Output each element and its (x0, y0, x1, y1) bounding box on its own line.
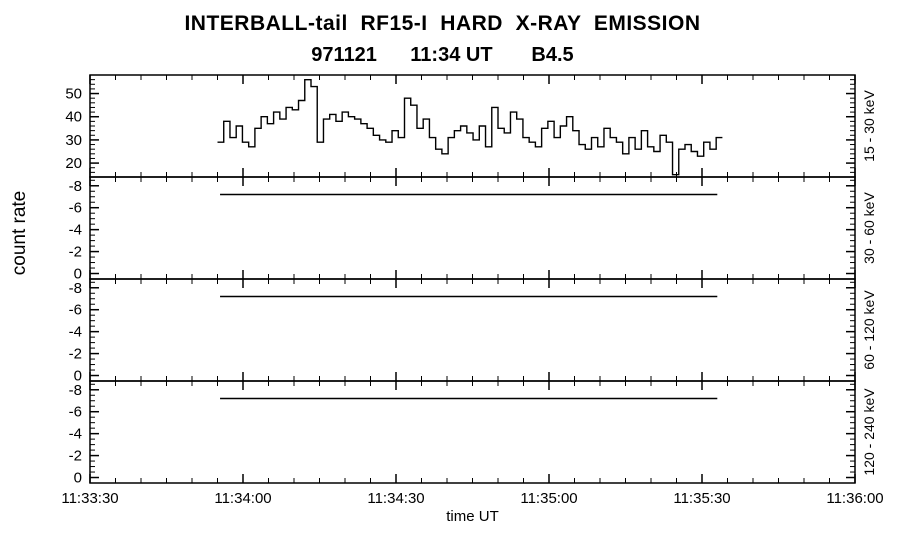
y-tick-label: -2 (69, 448, 82, 465)
y-tick-label: -6 (69, 200, 82, 217)
x-tick-label: 11:35:30 (673, 490, 730, 507)
count-rate-series (217, 78, 723, 176)
panel-4: 0 -2 -4 -6 -8 120 - 240 keV (69, 380, 877, 487)
y-tick-label: 20 (65, 155, 82, 172)
panel-frame (89, 176, 856, 280)
x-axis-label: time UT (446, 508, 499, 525)
panel-frame (89, 278, 856, 382)
x-tick-label: 11:34:30 (367, 490, 424, 507)
x-tick-label: 11:34:00 (214, 490, 271, 507)
y-tick-label: -4 (69, 222, 82, 239)
panel-1: 20 30 40 50 15 - 30 keV (65, 74, 877, 178)
chart-subtitle: 971121 11:34 UT B4.5 (311, 44, 574, 66)
y-tick-label: -8 (69, 178, 82, 195)
energy-band-label: 30 - 60 keV (861, 192, 877, 264)
y-tick-label: 0 (74, 368, 82, 385)
y-tick-label: -6 (69, 302, 82, 319)
y-tick-label: -2 (69, 346, 82, 363)
y-tick-label: -4 (69, 324, 82, 341)
x-tick-label: 11:35:00 (520, 490, 577, 507)
y-tick-label: -4 (69, 426, 82, 443)
y-tick-label: 0 (74, 470, 82, 487)
panel-3: 0 -2 -4 -6 -8 60 - 120 keV (69, 278, 877, 385)
y-tick-label: 0 (74, 266, 82, 283)
x-tick-label: 11:33:30 (61, 490, 118, 507)
chart-title: INTERBALL-tail RF15-I HARD X-RAY EMISSIO… (184, 12, 701, 35)
y-tick-label: -8 (69, 280, 82, 297)
y-tick-label: -2 (69, 244, 82, 261)
x-tick-label: 11:36:00 (826, 490, 883, 507)
y-tick-label: -6 (69, 404, 82, 421)
y-tick-label: -8 (69, 382, 82, 399)
panel-2: 0 -2 -4 -6 -8 30 - 60 keV (69, 176, 877, 283)
y-tick-label: 40 (65, 109, 82, 126)
energy-band-label: 120 - 240 keV (861, 388, 877, 476)
y-tick-label: 30 (65, 132, 82, 149)
y-tick-label: 50 (65, 86, 82, 103)
panel-frame (89, 74, 856, 178)
panel-frame (89, 380, 856, 484)
energy-band-label: 15 - 30 keV (861, 90, 877, 162)
energy-band-label: 60 - 120 keV (861, 290, 877, 370)
